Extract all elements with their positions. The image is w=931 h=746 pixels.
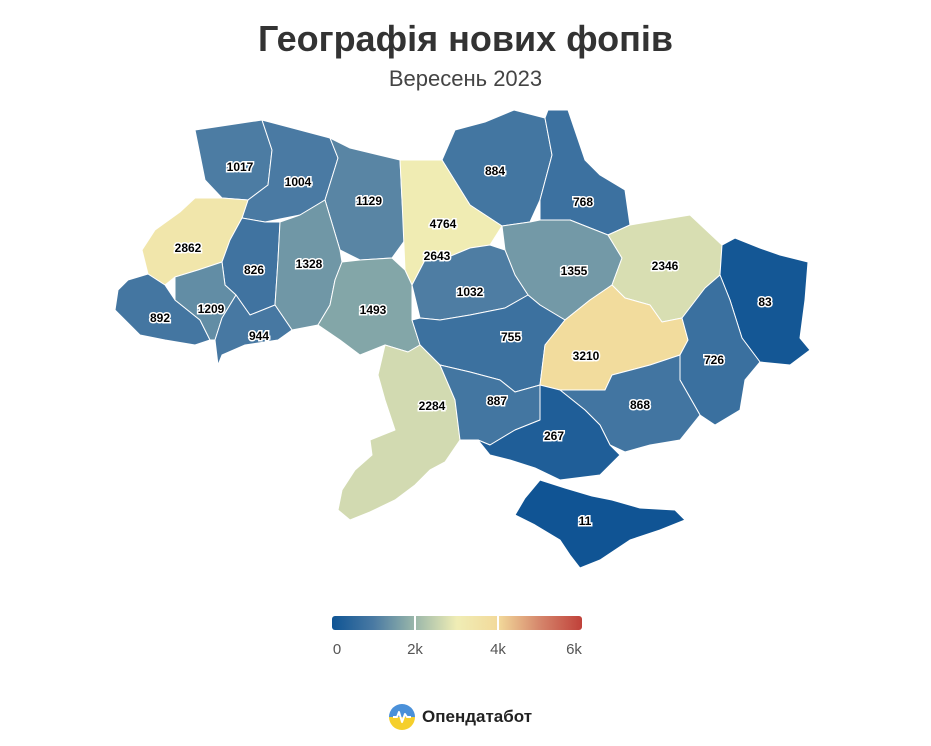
region-value-label: 2284: [419, 399, 446, 413]
region-value-label: 267: [544, 429, 564, 443]
region-value-label: 2643: [424, 249, 451, 263]
region-chernivtsi[interactable]: [214, 294, 293, 366]
color-scale-bar: [332, 616, 582, 630]
region-value-label: 1129: [356, 194, 382, 208]
region-value-label: 1017: [227, 160, 254, 174]
region-value-label: 868: [630, 398, 650, 412]
region-value-label: 1493: [360, 303, 387, 317]
region-value-label: 1328: [296, 257, 323, 271]
chart-subtitle: Вересень 2023: [388, 66, 543, 91]
region-value-label: 83: [758, 295, 772, 309]
legend-label: 6k: [566, 641, 582, 658]
region-value-label: 3210: [573, 349, 600, 363]
region-value-label: 11: [579, 514, 592, 528]
ukraine-map: 1017 1004 1129 4764 884 768 2862 826 1328 2643 135…: [114, 109, 811, 569]
region-kherson[interactable]: [477, 384, 621, 481]
legend-label: 2k: [407, 641, 423, 658]
region-value-label: 2862: [175, 241, 202, 255]
region-value-label: 2346: [652, 259, 679, 273]
region-value-label: 826: [244, 263, 264, 277]
brand-name: Опендатабот: [422, 707, 533, 726]
region-value-label: 887: [487, 394, 507, 408]
region-value-label: 944: [249, 329, 269, 343]
region-value-label: 726: [704, 353, 724, 367]
legend-tick: [497, 616, 499, 630]
legend-label: 4k: [490, 641, 506, 658]
region-sumy[interactable]: [539, 109, 631, 236]
region-value-label: 1209: [198, 302, 225, 316]
region-value-label: 768: [573, 195, 593, 209]
region-value-label: 884: [485, 164, 505, 178]
legend-tick: [414, 616, 416, 630]
region-crimea[interactable]: [514, 479, 686, 569]
region-odesa[interactable]: [337, 344, 461, 521]
brand[interactable]: Опендатабот: [388, 702, 532, 732]
region-zakarpattia[interactable]: [114, 273, 211, 346]
chart-title: Географія нових фопів: [257, 18, 674, 59]
region-value-label: 1004: [285, 175, 312, 189]
opendatabot-logo-icon: [389, 704, 415, 730]
region-value-label: 4764: [430, 217, 457, 231]
region-value-label: 892: [150, 311, 170, 325]
region-value-label: 1032: [457, 285, 484, 299]
region-value-label: 755: [501, 330, 521, 344]
region-value-label: 1355: [561, 264, 588, 278]
legend-label: 0: [332, 641, 342, 658]
